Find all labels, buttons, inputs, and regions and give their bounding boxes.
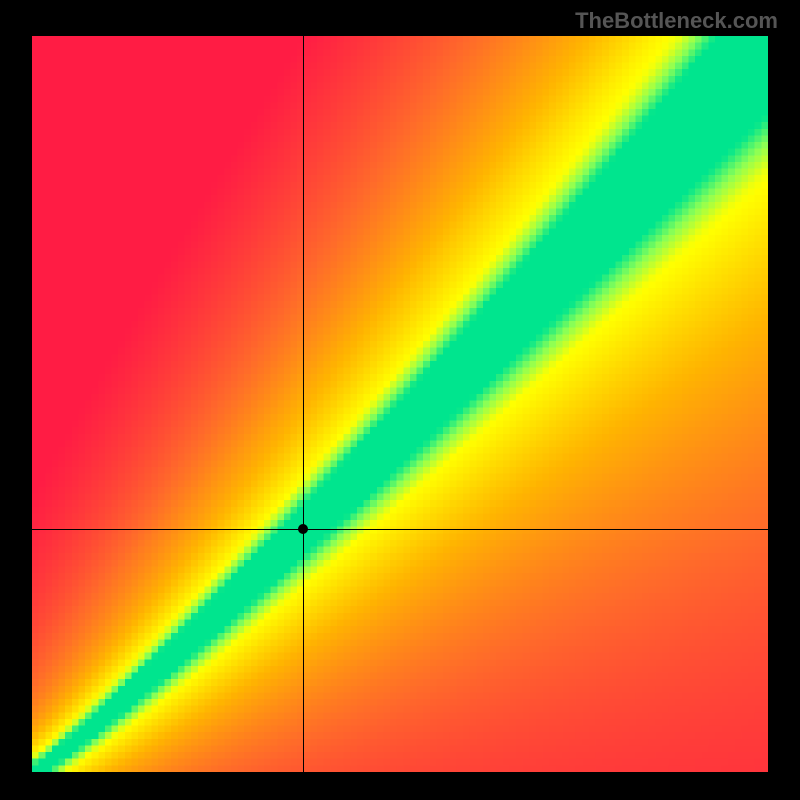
chart-container: TheBottleneck.com (0, 0, 800, 800)
crosshair-vertical (303, 36, 304, 772)
marker-dot (298, 524, 308, 534)
crosshair-horizontal (32, 529, 768, 530)
watermark-text: TheBottleneck.com (575, 8, 778, 34)
bottleneck-heatmap (32, 36, 768, 772)
